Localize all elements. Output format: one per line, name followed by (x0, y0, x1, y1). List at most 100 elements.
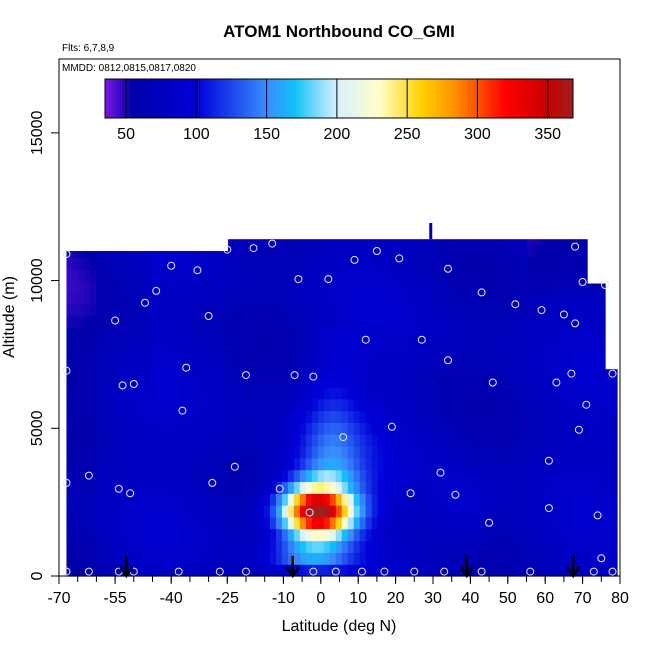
sample-point (268, 239, 277, 248)
heatmap-cell (527, 351, 534, 364)
heatmap-cell (144, 268, 151, 282)
heatmap-cell (251, 516, 259, 530)
heatmap-cell (150, 316, 157, 329)
heatmap-cell (246, 469, 253, 483)
heatmap-cell (240, 268, 247, 282)
heatmap-cell (311, 528, 319, 542)
heatmap-cell (503, 363, 510, 376)
heatmap-cell (299, 256, 307, 270)
heatmap-cell (287, 280, 295, 293)
heatmap-cell (84, 457, 92, 471)
heatmap-cell (395, 434, 403, 447)
heatmap-cell (168, 292, 175, 305)
heatmap-cell (132, 327, 139, 341)
heatmap-cell (539, 410, 546, 423)
heatmap-cell (587, 540, 594, 553)
heatmap-cell (365, 339, 373, 353)
y-tick-label: 10000 (29, 258, 46, 303)
heatmap-cell (210, 398, 217, 412)
heatmap-cell (383, 564, 391, 577)
heatmap-cell (132, 251, 139, 258)
heatmap-cell (180, 540, 187, 553)
x-axis: -70 -55 -40 -25 -10 0 10 20 30 40 50 60 70 80 (47, 576, 629, 607)
heatmap-cell (275, 327, 283, 341)
heatmap-cell (66, 540, 74, 553)
heatmap-cell (150, 481, 157, 494)
heatmap-cell (359, 245, 367, 258)
heatmap-cell (521, 434, 528, 447)
heatmap-cell (329, 375, 337, 388)
heatmap-cell (144, 457, 151, 471)
heatmap-cell (234, 516, 241, 530)
heatmap-cell (521, 339, 528, 353)
heatmap-cell (563, 280, 570, 293)
heatmap-cell (275, 245, 283, 258)
heatmap-cell (419, 268, 427, 282)
heatmap-cell (359, 516, 367, 530)
heatmap-cell (581, 540, 588, 553)
heatmap-cell (281, 363, 289, 376)
heatmap-cell (575, 540, 582, 553)
heatmap-cell (90, 481, 97, 494)
heatmap-cell (198, 398, 205, 412)
heatmap-cell (353, 481, 361, 494)
heatmap-cell (425, 422, 433, 435)
heatmap-cell (539, 327, 546, 341)
heatmap-cell (413, 268, 421, 282)
heatmap-cell (431, 516, 439, 530)
heatmap-cell (311, 457, 319, 471)
heatmap-cell (210, 304, 217, 317)
heatmap-cell (401, 552, 409, 565)
heatmap-cell (485, 446, 492, 459)
heatmap-cell (377, 339, 385, 353)
heatmap-cell (132, 351, 139, 364)
heatmap-cell (503, 516, 510, 530)
heatmap-cell (96, 386, 103, 400)
heatmap-cell (90, 552, 97, 565)
heatmap-cell (377, 327, 385, 341)
heatmap-cell (545, 239, 552, 246)
heatmap-cell (210, 528, 217, 542)
heatmap-cell (198, 375, 205, 388)
sample-point (305, 508, 314, 517)
heatmap-cell (587, 375, 594, 388)
heatmap-cell (335, 528, 343, 542)
heatmap-cell (569, 516, 576, 530)
heatmap-cell (150, 351, 157, 364)
heatmap-cell (66, 375, 74, 388)
heatmap-cell (180, 316, 187, 329)
heatmap-cell (168, 564, 175, 577)
heatmap-cell (497, 268, 504, 282)
heatmap-cell (96, 339, 103, 353)
heatmap-cell (341, 239, 349, 246)
heatmap-cell (257, 375, 265, 388)
heatmap-cell (275, 469, 283, 483)
heatmap-cell (593, 398, 600, 412)
heatmap-cell (317, 434, 325, 447)
heatmap-cell (587, 422, 594, 435)
heatmap-cell (419, 386, 427, 400)
heatmap-cell (138, 505, 145, 518)
heatmap-cell (168, 493, 175, 506)
heatmap-cell (174, 292, 181, 305)
heatmap-cell (329, 505, 337, 518)
heatmap-cell (228, 516, 235, 530)
heatmap-cell (593, 375, 600, 388)
heatmap-cell (455, 339, 463, 353)
heatmap-cell (263, 245, 271, 258)
heatmap-cell (72, 251, 80, 258)
heatmap-cell (311, 505, 319, 518)
heatmap-cell (347, 446, 355, 459)
heatmap-cell (114, 422, 121, 435)
heatmap-cell (419, 304, 427, 317)
heatmap-cell (108, 410, 115, 423)
heatmap-cell (515, 446, 522, 459)
heatmap-cell (335, 457, 343, 471)
heatmap-cell (192, 292, 199, 305)
heatmap-cell (144, 251, 151, 258)
heatmap-cell (246, 540, 253, 553)
heatmap-cell (437, 256, 445, 270)
heatmap-cell (228, 481, 235, 494)
heatmap-cell (377, 363, 385, 376)
heatmap-cell (269, 481, 277, 494)
